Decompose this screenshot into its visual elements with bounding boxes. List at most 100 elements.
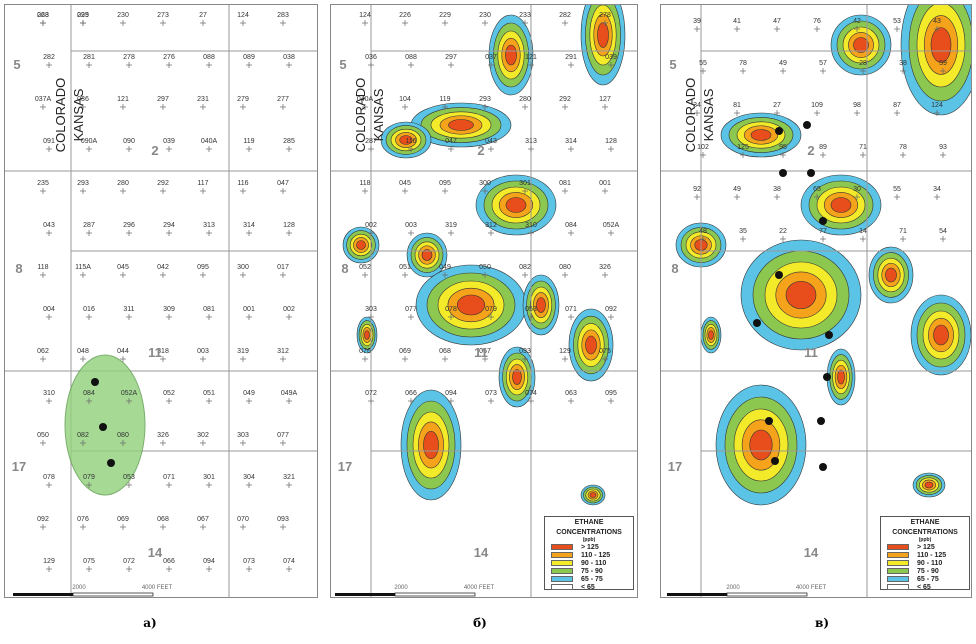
well-label: 128 bbox=[605, 138, 617, 145]
well-marker: 55 bbox=[893, 186, 901, 200]
well-label: 293 bbox=[77, 180, 89, 187]
contour-level bbox=[505, 44, 517, 66]
well-marker: 124 bbox=[359, 12, 371, 26]
well-label: 54 bbox=[939, 228, 947, 235]
well-marker: 319 bbox=[237, 348, 249, 362]
well-label: 044 bbox=[117, 348, 129, 355]
well-marker: 071 bbox=[163, 474, 175, 488]
legend-row: < 65 bbox=[551, 583, 633, 591]
well-label: 287 bbox=[365, 138, 377, 145]
well-label: 326 bbox=[157, 432, 169, 439]
well-label: 124 bbox=[237, 12, 249, 19]
well-marker: 226 bbox=[399, 12, 411, 26]
legend-row: < 65 bbox=[887, 583, 969, 591]
well-label: 127 bbox=[599, 96, 611, 103]
legend-swatch bbox=[551, 560, 573, 566]
scale-tick: 2000 bbox=[394, 585, 408, 591]
well-label: 069 bbox=[399, 348, 411, 355]
panel-a-svg: 228 229 230 273 27 124 283 282 281 278 276 088 089 03… bbox=[5, 5, 317, 597]
well-marker: 042 bbox=[157, 264, 169, 278]
legend-swatch bbox=[551, 552, 573, 558]
caption-c: в) bbox=[814, 616, 829, 630]
well-marker: 292 bbox=[559, 96, 571, 110]
well-label: 119 bbox=[243, 138, 254, 145]
scale-tick: 4000 FEET bbox=[464, 585, 495, 591]
well-marker: 297 bbox=[445, 54, 457, 68]
well-marker: 050 bbox=[37, 432, 49, 446]
well-marker: 27 bbox=[199, 12, 207, 26]
well-label: 048 bbox=[77, 348, 89, 355]
well-label: 053 bbox=[123, 474, 135, 481]
well-label: 075 bbox=[83, 558, 95, 565]
well-label: 98 bbox=[853, 102, 861, 109]
well-marker: 283 bbox=[277, 12, 289, 26]
well-label: 294 bbox=[163, 222, 175, 229]
well-marker: 092 bbox=[37, 516, 49, 530]
well-label: 090 bbox=[123, 138, 135, 145]
well-marker: 095 bbox=[77, 12, 89, 26]
legend-swatch bbox=[887, 552, 909, 558]
contour-level bbox=[364, 330, 370, 340]
well-label: 297 bbox=[445, 54, 457, 61]
well-marker: 296 bbox=[123, 222, 135, 236]
well-label: 279 bbox=[237, 96, 249, 103]
legend-label: > 125 bbox=[581, 543, 599, 551]
well-marker: 312 bbox=[485, 222, 497, 236]
well-marker: 077 bbox=[405, 306, 417, 320]
well-label: 318 bbox=[157, 348, 169, 355]
well-marker: 124 bbox=[237, 12, 249, 26]
well-marker: 069 bbox=[399, 348, 411, 362]
well-label: 313 bbox=[203, 222, 215, 229]
well-marker: 78 bbox=[899, 144, 907, 158]
well-marker: 001 bbox=[599, 180, 611, 194]
well-marker: 326 bbox=[599, 264, 611, 278]
well-marker: 280 bbox=[519, 96, 531, 110]
legend-row: 65 - 75 bbox=[551, 575, 633, 583]
well-marker: 038 bbox=[283, 54, 295, 68]
well-marker: 063 bbox=[37, 12, 49, 26]
well-label: 002 bbox=[365, 222, 377, 229]
contour-level bbox=[708, 330, 714, 340]
well-marker: 075 bbox=[599, 348, 611, 362]
well-label: 297 bbox=[157, 96, 169, 103]
well-label: 49 bbox=[779, 60, 787, 67]
well-label: 001 bbox=[243, 306, 255, 313]
well-label: 102 bbox=[697, 144, 709, 151]
well-label: 282 bbox=[559, 12, 571, 19]
sample-dots bbox=[753, 121, 833, 471]
contour-blob bbox=[498, 346, 536, 408]
section-label: 11 bbox=[148, 345, 162, 360]
well-label: 092 bbox=[605, 306, 617, 313]
well-label: 78 bbox=[899, 144, 907, 151]
well-marker: 069 bbox=[117, 516, 129, 530]
contour-level bbox=[924, 481, 934, 489]
contour-blob bbox=[400, 389, 462, 501]
well-marker: 309 bbox=[163, 306, 175, 320]
caption-b: б) bbox=[473, 616, 487, 630]
well-label: 040A bbox=[357, 96, 374, 103]
legend-row: 65 - 75 bbox=[887, 575, 969, 583]
well-marker: 38 bbox=[773, 186, 781, 200]
well-marker: 28 bbox=[859, 60, 867, 74]
legend-label: 90 - 110 bbox=[581, 559, 607, 567]
well-label: 53 bbox=[893, 18, 901, 25]
well-label: 28 bbox=[859, 60, 867, 67]
well-marker: 066 bbox=[405, 390, 417, 404]
legend-title-1: ETHANE bbox=[574, 519, 604, 526]
well-marker: 068 bbox=[157, 516, 169, 530]
well-marker: 124 bbox=[931, 102, 943, 116]
well-marker: 71 bbox=[859, 144, 867, 158]
well-label: 278 bbox=[599, 12, 611, 19]
section-label: 2 bbox=[807, 143, 814, 158]
well-marker: 094 bbox=[203, 558, 215, 572]
well-label: 076 bbox=[77, 516, 89, 523]
well-marker: 116 bbox=[405, 138, 417, 152]
well-marker: 293 bbox=[479, 96, 491, 110]
well-marker: 040A bbox=[357, 96, 374, 110]
section-label: 2 bbox=[477, 143, 484, 158]
contour-zones bbox=[342, 5, 626, 506]
contour-level bbox=[399, 135, 413, 145]
well-marker: 076 bbox=[77, 516, 89, 530]
well-label: 073 bbox=[243, 558, 255, 565]
well-marker: 089 bbox=[243, 54, 255, 68]
